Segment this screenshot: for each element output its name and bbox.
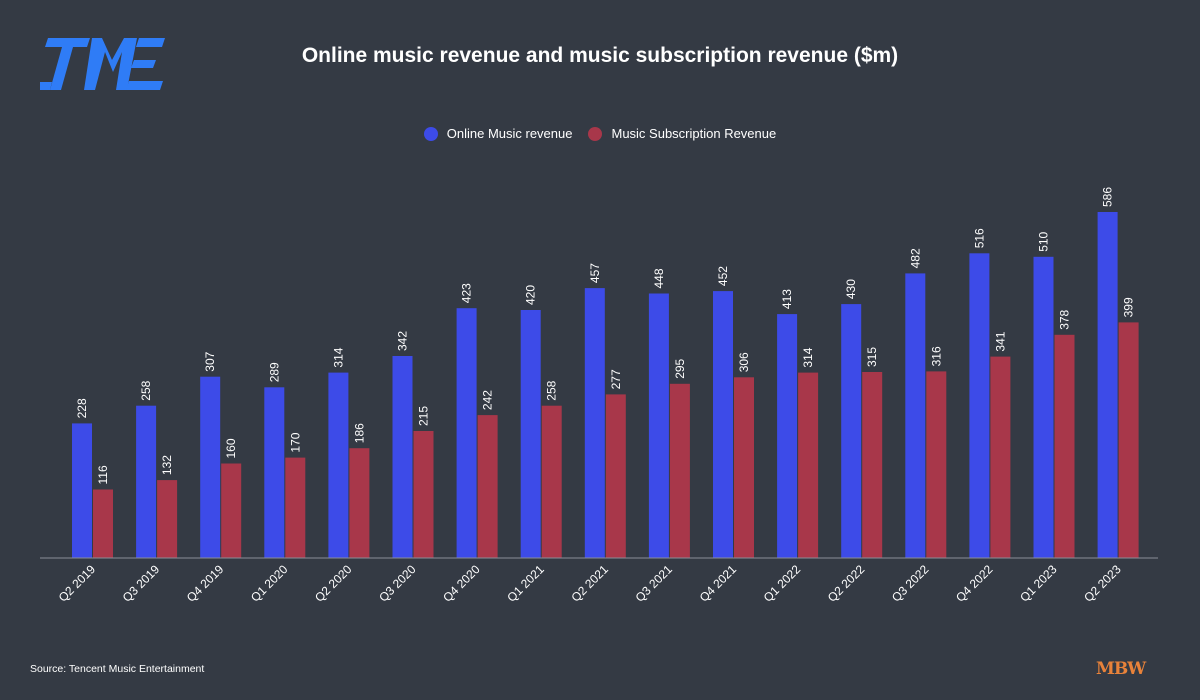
x-tick-label-q1-2023: Q1 2023 <box>1017 562 1060 605</box>
x-tick-label-q2-2022: Q2 2022 <box>825 562 868 605</box>
bar-online-music-revenue-q2-2020[interactable] <box>328 372 349 558</box>
data-label-online-music-revenue-q3-2019: 258 <box>139 380 153 400</box>
bar-music-subscription-revenue-q2-2019[interactable] <box>93 489 113 559</box>
data-label-online-music-revenue-q2-2022: 430 <box>844 279 858 299</box>
data-label-music-subscription-revenue-q1-2021: 258 <box>545 380 559 400</box>
data-label-music-subscription-revenue-q4-2019: 160 <box>224 438 238 458</box>
tme-logo-icon <box>40 38 165 90</box>
data-label-online-music-revenue-q3-2022: 482 <box>908 248 922 268</box>
bar-music-subscription-revenue-q3-2019[interactable] <box>157 480 178 558</box>
bar-music-subscription-revenue-q2-2021[interactable] <box>605 394 626 558</box>
x-tick-label-q3-2022: Q3 2022 <box>889 562 932 605</box>
chart-legend: Online Music revenue Music Subscription … <box>0 126 1200 141</box>
x-tick-label-q2-2020: Q2 2020 <box>312 562 355 605</box>
data-label-online-music-revenue-q4-2019: 307 <box>203 351 217 371</box>
legend-item-online-music[interactable]: Online Music revenue <box>423 126 573 141</box>
source-note: Source: Tencent Music Entertainment <box>30 663 205 675</box>
data-label-music-subscription-revenue-q3-2020: 215 <box>417 406 431 426</box>
bar-online-music-revenue-q4-2021[interactable] <box>713 291 733 558</box>
x-tick-label-q1-2020: Q1 2020 <box>248 562 291 605</box>
data-label-music-subscription-revenue-q4-2022: 341 <box>993 331 1007 351</box>
bar-online-music-revenue-q2-2023[interactable] <box>1097 212 1118 558</box>
x-tick-label-q1-2022: Q1 2022 <box>761 562 804 605</box>
data-label-music-subscription-revenue-q2-2021: 277 <box>609 369 623 389</box>
data-label-music-subscription-revenue-q2-2022: 315 <box>865 347 879 367</box>
legend-label-online-music: Online Music revenue <box>446 126 573 141</box>
data-label-online-music-revenue-q1-2021: 420 <box>524 285 538 305</box>
bar-music-subscription-revenue-q4-2022[interactable] <box>990 356 1011 558</box>
x-tick-label-q4-2019: Q4 2019 <box>184 562 227 605</box>
x-tick-label-q3-2020: Q3 2020 <box>376 562 419 605</box>
bar-music-subscription-revenue-q2-2022[interactable] <box>862 372 883 558</box>
bar-music-subscription-revenue-q2-2023[interactable] <box>1118 322 1139 558</box>
data-label-online-music-revenue-q4-2020: 423 <box>460 283 474 303</box>
data-label-online-music-revenue-q2-2020: 314 <box>331 347 345 367</box>
x-tick-label-q4-2021: Q4 2021 <box>697 562 740 605</box>
bar-online-music-revenue-q3-2019[interactable] <box>136 405 157 558</box>
x-tick-label-q4-2020: Q4 2020 <box>440 562 483 605</box>
data-label-online-music-revenue-q3-2021: 448 <box>652 268 666 288</box>
bar-music-subscription-revenue-q4-2021[interactable] <box>734 377 754 558</box>
bar-online-music-revenue-q1-2022[interactable] <box>777 314 798 558</box>
data-label-online-music-revenue-q1-2022: 413 <box>780 289 794 309</box>
bar-music-subscription-revenue-q1-2022[interactable] <box>798 372 819 558</box>
x-tick-label-q1-2021: Q1 2021 <box>504 562 547 605</box>
data-label-music-subscription-revenue-q4-2020: 242 <box>481 390 495 410</box>
legend-marker-online-music <box>423 126 438 141</box>
data-label-music-subscription-revenue-q2-2020: 186 <box>352 423 366 443</box>
x-tick-label-q2-2019: Q2 2019 <box>56 562 99 605</box>
data-label-music-subscription-revenue-q1-2020: 170 <box>288 432 302 452</box>
bar-online-music-revenue-q3-2022[interactable] <box>905 273 926 558</box>
bar-online-music-revenue-q2-2022[interactable] <box>841 304 862 558</box>
bar-music-subscription-revenue-q1-2023[interactable] <box>1054 334 1075 558</box>
bars-layer <box>72 212 1139 559</box>
data-label-online-music-revenue-q2-2019: 228 <box>75 398 89 418</box>
bar-online-music-revenue-q1-2020[interactable] <box>264 387 285 558</box>
data-label-online-music-revenue-q4-2022: 516 <box>972 228 986 248</box>
bar-online-music-revenue-q4-2019[interactable] <box>200 376 221 558</box>
data-label-music-subscription-revenue-q1-2022: 314 <box>801 347 815 367</box>
bar-music-subscription-revenue-q4-2020[interactable] <box>477 415 498 558</box>
data-label-music-subscription-revenue-q2-2023: 399 <box>1122 297 1136 317</box>
x-tick-label-q2-2023: Q2 2023 <box>1081 562 1124 605</box>
bar-music-subscription-revenue-q2-2020[interactable] <box>349 448 370 558</box>
bar-online-music-revenue-q3-2020[interactable] <box>392 356 413 558</box>
data-label-music-subscription-revenue-q3-2022: 316 <box>929 346 943 366</box>
data-label-online-music-revenue-q3-2020: 342 <box>396 331 410 351</box>
x-tick-label-q4-2022: Q4 2022 <box>953 562 996 605</box>
legend-marker-subscription <box>588 126 603 141</box>
bar-music-subscription-revenue-q4-2019[interactable] <box>221 463 242 559</box>
bar-music-subscription-revenue-q3-2021[interactable] <box>669 383 690 558</box>
bar-online-music-revenue-q4-2020[interactable] <box>456 308 477 558</box>
x-tick-label-q3-2021: Q3 2021 <box>633 562 676 605</box>
legend-label-subscription: Music Subscription Revenue <box>611 126 777 141</box>
bar-online-music-revenue-q2-2019[interactable] <box>72 423 92 558</box>
bar-online-music-revenue-q1-2023[interactable] <box>1033 256 1054 558</box>
bar-music-subscription-revenue-q3-2022[interactable] <box>926 371 947 558</box>
data-label-online-music-revenue-q1-2023: 510 <box>1037 231 1051 251</box>
bar-music-subscription-revenue-q1-2021[interactable] <box>541 405 562 558</box>
bar-online-music-revenue-q2-2021[interactable] <box>584 288 605 558</box>
bar-online-music-revenue-q3-2021[interactable] <box>648 293 669 559</box>
data-label-online-music-revenue-q4-2021: 452 <box>716 266 730 286</box>
mbw-logo: MBW <box>1096 659 1146 679</box>
bar-online-music-revenue-q1-2021[interactable] <box>520 310 541 558</box>
legend-item-subscription[interactable]: Music Subscription Revenue <box>588 126 776 141</box>
data-label-online-music-revenue-q2-2023: 586 <box>1101 187 1115 207</box>
data-label-music-subscription-revenue-q3-2021: 295 <box>673 358 687 378</box>
x-tick-label-q3-2019: Q3 2019 <box>120 562 163 605</box>
data-label-online-music-revenue-q1-2020: 289 <box>267 362 281 382</box>
data-label-music-subscription-revenue-q4-2021: 306 <box>737 352 751 372</box>
bar-music-subscription-revenue-q3-2020[interactable] <box>413 431 434 558</box>
data-label-music-subscription-revenue-q3-2019: 132 <box>160 455 174 475</box>
data-label-music-subscription-revenue-q1-2023: 378 <box>1058 309 1072 329</box>
bar-online-music-revenue-q4-2022[interactable] <box>969 253 990 559</box>
chart-title: Online music revenue and music subscript… <box>301 44 899 67</box>
x-tick-label-q2-2021: Q2 2021 <box>568 562 611 605</box>
data-label-music-subscription-revenue-q2-2019: 116 <box>96 465 110 484</box>
data-label-online-music-revenue-q2-2021: 457 <box>588 263 602 283</box>
bar-music-subscription-revenue-q1-2020[interactable] <box>285 457 306 558</box>
